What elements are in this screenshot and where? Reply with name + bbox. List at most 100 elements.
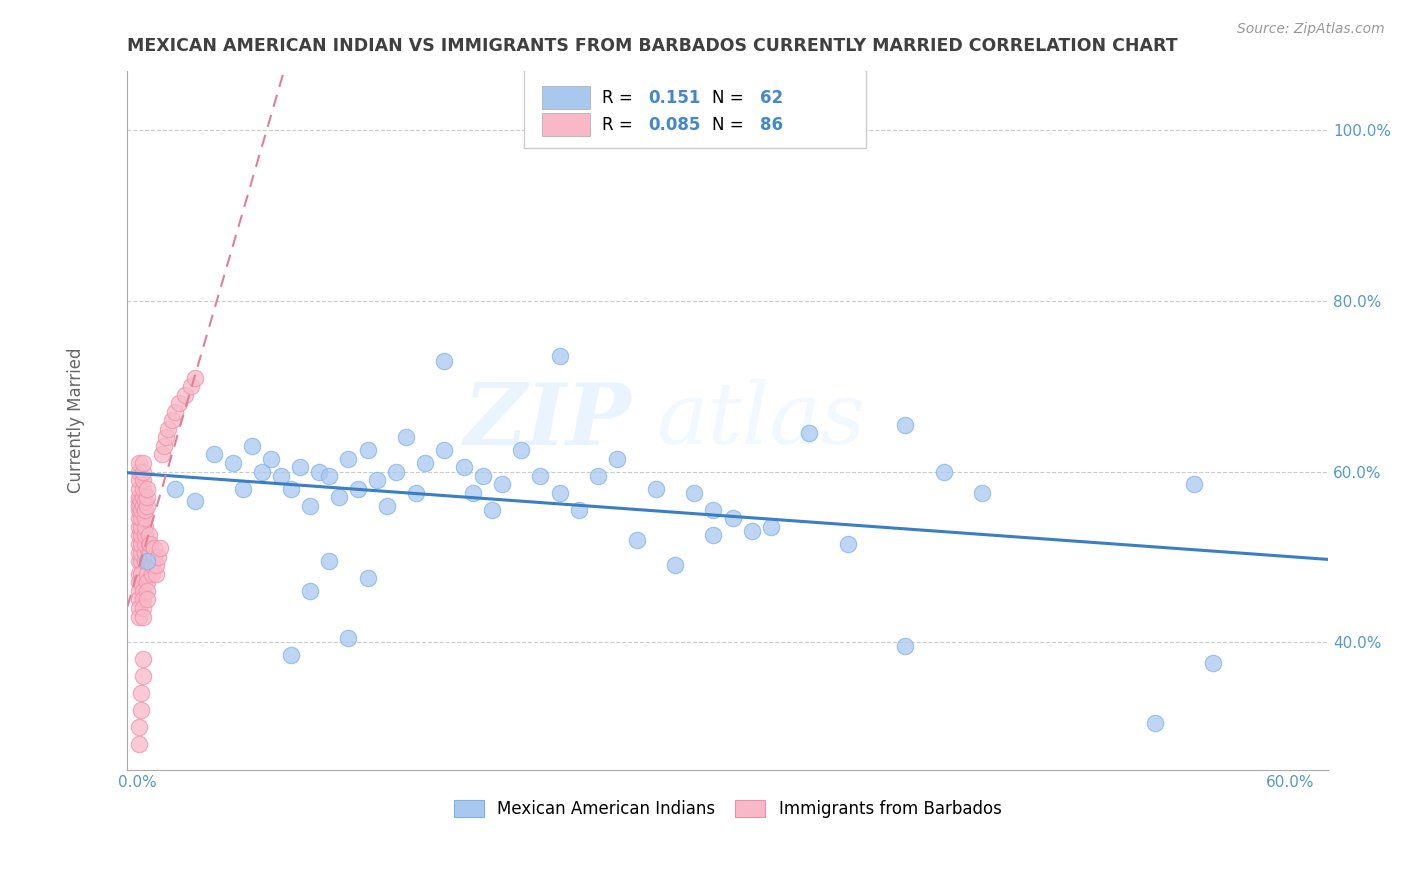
Point <box>337 631 360 645</box>
Point <box>453 460 475 475</box>
Legend: Mexican American Indians, Immigrants from Barbados: Mexican American Indians, Immigrants fro… <box>447 793 1008 824</box>
Point <box>132 456 155 470</box>
Point <box>433 443 456 458</box>
Point <box>128 720 150 734</box>
Point <box>129 545 152 559</box>
Point <box>132 583 155 598</box>
Point <box>146 549 169 564</box>
FancyBboxPatch shape <box>523 67 866 148</box>
Point <box>1182 477 1205 491</box>
Point <box>280 648 302 662</box>
Point <box>702 528 724 542</box>
Point <box>135 575 157 590</box>
Point <box>128 738 150 752</box>
Point <box>129 703 152 717</box>
Point <box>174 388 197 402</box>
Point <box>134 511 156 525</box>
Text: 62: 62 <box>761 89 783 107</box>
Point <box>135 592 157 607</box>
Point <box>134 537 156 551</box>
Point <box>395 430 418 444</box>
Text: 0.085: 0.085 <box>648 116 700 134</box>
Point <box>972 486 994 500</box>
Point <box>129 566 152 581</box>
Point <box>167 396 190 410</box>
Point <box>134 503 156 517</box>
Point <box>128 520 150 534</box>
Point <box>180 379 202 393</box>
Point <box>129 575 152 590</box>
Point <box>143 541 166 556</box>
Point <box>134 528 156 542</box>
Point <box>548 486 571 500</box>
Point <box>702 503 724 517</box>
Text: 86: 86 <box>761 116 783 134</box>
Point <box>128 511 150 525</box>
Point <box>128 583 150 598</box>
Point <box>626 533 648 547</box>
Point <box>134 520 156 534</box>
Point <box>128 499 150 513</box>
Point <box>165 482 187 496</box>
Point <box>837 537 859 551</box>
Point <box>153 439 176 453</box>
Point <box>134 545 156 559</box>
Point <box>134 554 156 568</box>
Point <box>132 609 155 624</box>
Point <box>145 558 167 573</box>
Point <box>799 426 821 441</box>
Point <box>129 520 152 534</box>
Point <box>250 465 273 479</box>
Point <box>132 465 155 479</box>
Point <box>128 456 150 470</box>
Point <box>165 405 187 419</box>
Point <box>644 482 666 496</box>
Text: N =: N = <box>713 116 749 134</box>
Point <box>129 554 152 568</box>
Point <box>606 451 628 466</box>
Point <box>129 537 152 551</box>
Text: R =: R = <box>602 116 638 134</box>
Point <box>129 528 152 542</box>
Point <box>129 503 152 517</box>
Point <box>135 482 157 496</box>
Point <box>132 652 155 666</box>
Point <box>128 503 150 517</box>
Point <box>481 503 503 517</box>
Point <box>202 448 225 462</box>
Point <box>132 490 155 504</box>
Text: atlas: atlas <box>655 379 865 462</box>
Point <box>150 448 173 462</box>
Point <box>433 353 456 368</box>
Point <box>568 503 591 517</box>
Point <box>132 499 155 513</box>
Text: R =: R = <box>602 89 638 107</box>
Text: Source: ZipAtlas.com: Source: ZipAtlas.com <box>1237 22 1385 37</box>
Point <box>1144 716 1167 731</box>
Point <box>132 669 155 683</box>
Point <box>128 592 150 607</box>
Point <box>385 465 408 479</box>
Point <box>894 417 917 432</box>
Point <box>183 370 205 384</box>
Point <box>280 482 302 496</box>
Point <box>183 494 205 508</box>
Point <box>129 494 152 508</box>
Point <box>356 443 378 458</box>
Point <box>318 468 340 483</box>
Point <box>143 549 166 564</box>
Point <box>510 443 533 458</box>
Point <box>139 554 162 568</box>
Point <box>318 554 340 568</box>
Point <box>128 545 150 559</box>
Point <box>135 583 157 598</box>
Point <box>128 528 150 542</box>
Point <box>129 686 152 700</box>
Point <box>135 566 157 581</box>
Point <box>529 468 551 483</box>
Point <box>471 468 494 483</box>
Point <box>128 482 150 496</box>
Point <box>139 545 162 559</box>
Point <box>139 537 162 551</box>
Point <box>347 482 370 496</box>
